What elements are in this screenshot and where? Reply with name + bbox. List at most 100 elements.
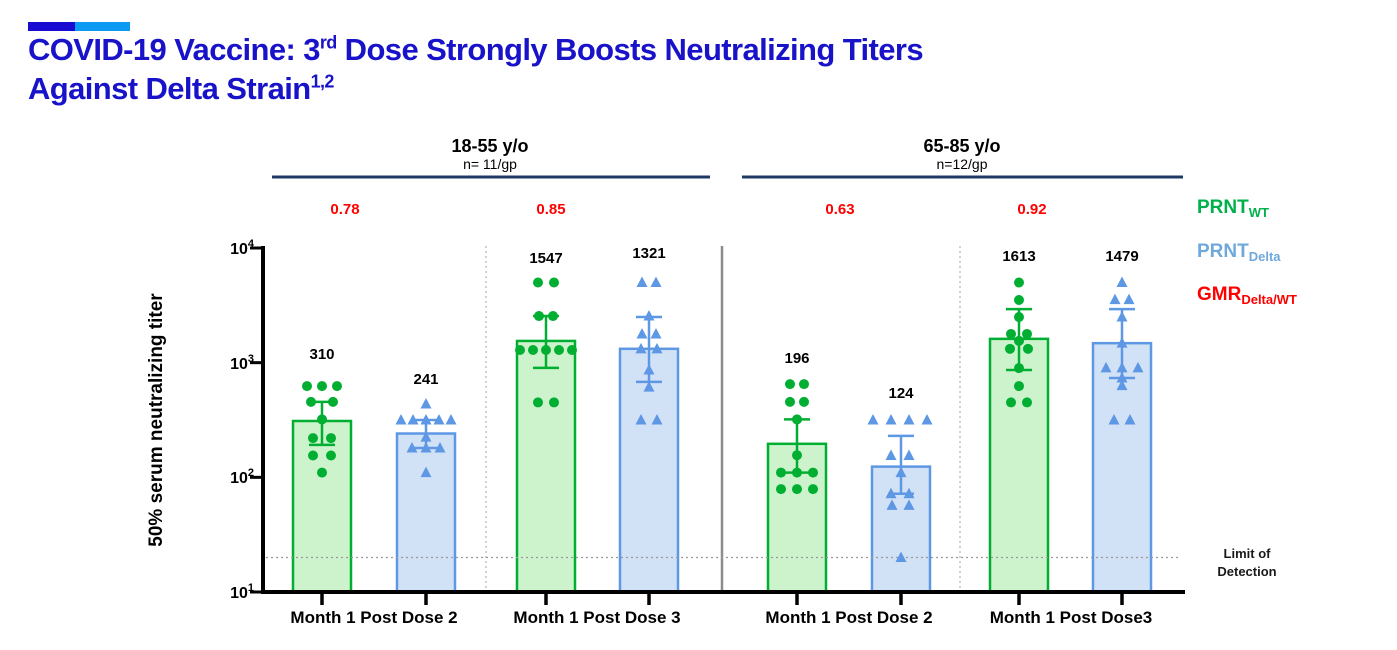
data-point-circle xyxy=(1022,328,1032,339)
data-point-circle xyxy=(1014,312,1024,323)
data-point-triangle xyxy=(1116,371,1128,383)
data-point-circle xyxy=(308,433,318,444)
data-point-triangle xyxy=(420,398,432,409)
data-point-circle xyxy=(776,484,786,495)
data-point-circle xyxy=(799,396,809,407)
accent-light-segment xyxy=(75,22,130,31)
age-group-n-2: n=12/gp xyxy=(937,156,988,172)
data-point-circle xyxy=(1006,397,1016,408)
data-point-circle xyxy=(1022,397,1032,408)
data-point-circle xyxy=(317,381,327,392)
data-point-triangle xyxy=(1116,276,1128,288)
gmr-value-2: 0.85 xyxy=(536,201,565,218)
data-point-circle xyxy=(548,311,558,322)
legend-gmr: GMRDelta/WT xyxy=(1197,284,1297,307)
data-point-triangle xyxy=(420,466,432,478)
data-point-circle xyxy=(515,344,525,355)
data-point-circle xyxy=(1014,294,1024,305)
data-point-triangle xyxy=(1124,414,1136,425)
data-point-circle xyxy=(792,414,802,425)
bar-value-4: 1321 xyxy=(632,245,665,262)
data-point-circle xyxy=(554,344,564,355)
data-point-triangle xyxy=(434,442,446,453)
data-point-circle xyxy=(1014,277,1024,288)
data-point-circle xyxy=(549,277,559,288)
data-point-triangle xyxy=(395,414,407,425)
data-point-triangle xyxy=(1123,293,1135,305)
data-point-triangle xyxy=(636,276,648,288)
bar-value-8: 1479 xyxy=(1105,248,1138,265)
data-point-triangle xyxy=(643,364,655,375)
page-title: COVID-19 Vaccine: 3rd Dose Strongly Boos… xyxy=(28,30,924,108)
data-point-circle xyxy=(1014,335,1024,346)
data-point-triangle xyxy=(650,327,662,339)
data-point-triangle xyxy=(903,487,915,499)
data-point-circle xyxy=(328,396,338,407)
data-point-circle xyxy=(785,379,795,390)
data-point-circle xyxy=(317,414,327,425)
data-point-circle xyxy=(808,484,818,495)
data-point-triangle xyxy=(885,487,897,499)
bar-prnt-delta-2 xyxy=(395,432,457,594)
data-point-triangle xyxy=(885,449,897,461)
data-point-triangle xyxy=(420,431,432,442)
data-point-triangle xyxy=(1116,337,1128,348)
legend-prnt-wt: PRNTWT xyxy=(1197,197,1269,220)
bar-value-3: 1547 xyxy=(529,250,562,267)
bar-value-1: 310 xyxy=(309,346,334,363)
data-point-circle xyxy=(533,277,543,288)
data-point-triangle xyxy=(636,327,648,339)
age-group-label-1: 18-55 y/o xyxy=(451,136,528,156)
data-point-circle xyxy=(1014,381,1024,392)
data-point-circle xyxy=(317,467,327,478)
data-point-triangle xyxy=(635,414,647,425)
data-point-triangle xyxy=(407,414,419,425)
data-point-circle xyxy=(332,381,342,392)
data-point-triangle xyxy=(433,414,445,425)
data-point-circle xyxy=(567,344,577,355)
data-point-circle xyxy=(534,311,544,322)
data-point-circle xyxy=(1014,363,1024,374)
data-point-circle xyxy=(799,379,809,390)
bar-value-2: 241 xyxy=(413,371,438,388)
data-point-circle xyxy=(528,344,538,355)
age-group-n-1: n= 11/gp xyxy=(463,156,517,172)
title-line1-pre: COVID-19 Vaccine: 3 xyxy=(28,32,320,67)
data-point-circle xyxy=(306,396,316,407)
data-point-triangle xyxy=(406,442,418,453)
chart-plot-layer xyxy=(250,246,1185,605)
data-point-triangle xyxy=(650,276,662,288)
data-point-circle xyxy=(1023,343,1033,354)
data-point-triangle xyxy=(921,414,933,425)
data-point-circle xyxy=(326,450,336,461)
data-point-circle xyxy=(549,397,559,408)
data-point-triangle xyxy=(635,342,647,354)
x-label-1: Month 1 Post Dose 2 xyxy=(290,608,457,627)
data-point-triangle xyxy=(903,414,915,425)
limit-of-detection-label-line1: Limit of xyxy=(1224,546,1272,561)
data-point-triangle xyxy=(651,342,663,354)
data-point-circle xyxy=(776,467,786,478)
data-point-triangle xyxy=(445,414,457,425)
y-axis-title: 50% serum neutralizing titer xyxy=(146,293,167,547)
data-point-circle xyxy=(1005,343,1015,354)
data-point-circle xyxy=(792,484,802,495)
data-point-circle xyxy=(1006,328,1016,339)
title-line2-superscript: 1,2 xyxy=(310,71,335,92)
data-point-triangle xyxy=(903,499,915,510)
data-point-triangle xyxy=(1116,311,1128,322)
data-point-circle xyxy=(533,397,543,408)
y-tick-label-10e1: 101 xyxy=(230,582,254,602)
y-tick-label-10e4: 104 xyxy=(230,238,255,258)
title-line2: Against Delta Strain xyxy=(28,71,311,106)
x-label-2: Month 1 Post Dose 3 xyxy=(513,608,680,627)
bar-value-6: 124 xyxy=(888,385,914,402)
data-point-triangle xyxy=(420,414,432,425)
data-point-circle xyxy=(808,467,818,478)
bar-prnt-wt-1 xyxy=(291,419,353,594)
gmr-value-3: 0.63 xyxy=(825,201,854,218)
data-point-triangle xyxy=(651,414,663,425)
data-point-circle xyxy=(302,381,312,392)
data-point-triangle xyxy=(895,551,907,562)
x-label-3: Month 1 Post Dose 2 xyxy=(765,608,932,627)
